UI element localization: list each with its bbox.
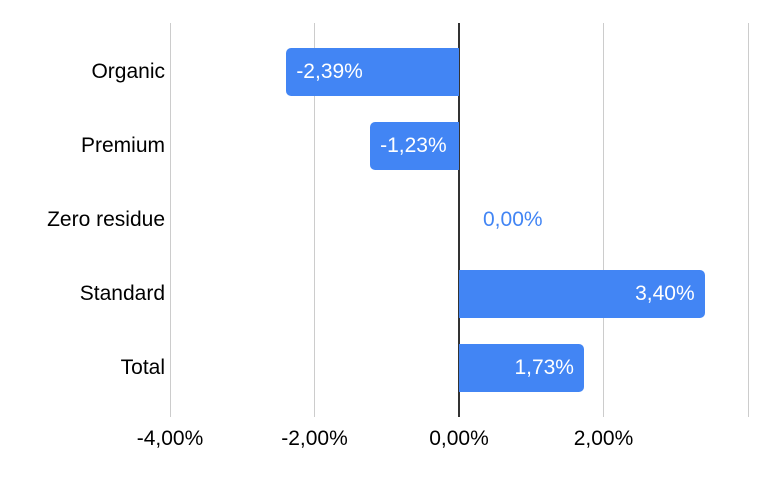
gridline [603,23,604,417]
bar-value-label-zero-residue: 0,00% [483,208,543,231]
bar-standard: 3,40% [459,270,705,318]
bar-total: 1,73% [459,344,584,392]
x-axis-tick-label: -2,00% [281,427,348,450]
bar-value-label-standard: 3,40% [635,282,695,305]
zero-baseline [458,23,460,417]
gridline [314,23,315,417]
y-axis-label-organic: Organic [91,60,165,83]
x-axis-tick-label: -4,00% [136,427,204,450]
gridline [747,23,749,417]
y-axis-label-total: Total [120,356,165,379]
bar-value-label-premium: -1,23% [380,134,447,157]
gridline [169,23,171,417]
bar-value-label-total: 1,73% [514,356,574,379]
x-axis-tick-label: 2,00% [573,427,634,450]
bar-premium: -1,23% [370,122,459,170]
y-axis-label-zero-residue: Zero residue [47,208,165,231]
plot-area: -2,39% -1,23% 0,00% 3,40% 1,73% [169,23,749,417]
y-axis-label-standard: Standard [79,282,165,305]
bar-organic: -2,39% [286,48,459,96]
bar-value-label-organic: -2,39% [296,60,363,83]
x-axis-tick-label: 0,00% [429,427,489,450]
y-axis-label-premium: Premium [80,134,165,157]
